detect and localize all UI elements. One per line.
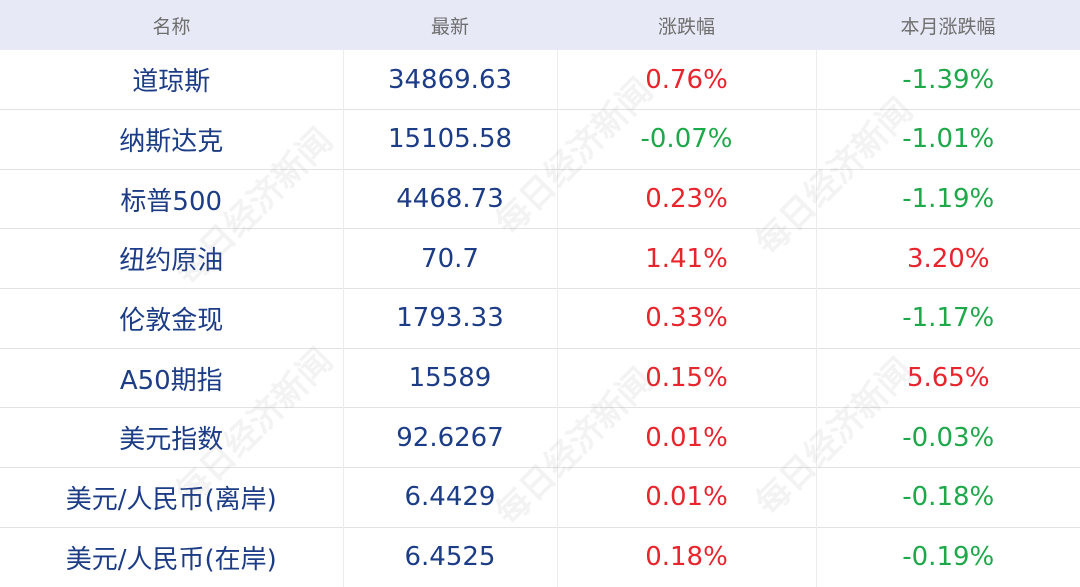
cell-latest: 6.4429: [342, 467, 557, 528]
cell-month-change: -1.01%: [815, 109, 1080, 170]
header-latest: 最新: [430, 15, 469, 38]
cell-change: 0.76%: [556, 50, 816, 110]
cell-latest: 92.6267: [342, 407, 557, 468]
cell-name: A50期指: [0, 347, 343, 408]
table-row: 美元/人民币(在岸) 6.4525 0.18% -0.19%: [0, 526, 1080, 587]
cell-name: 伦敦金现: [0, 288, 343, 349]
cell-name: 标普500: [0, 168, 343, 229]
cell-change: 0.01%: [556, 407, 816, 468]
cell-month-change: -1.39%: [815, 50, 1080, 110]
table-row: 道琼斯 34869.63 0.76% -1.39%: [0, 50, 1080, 110]
cell-latest: 6.4525: [342, 526, 557, 587]
cell-name: 美元指数: [0, 407, 343, 468]
table-row: 纳斯达克 15105.58 -0.07% -1.01%: [0, 109, 1080, 170]
cell-change: 0.01%: [556, 467, 816, 528]
cell-latest: 34869.63: [342, 50, 557, 110]
cell-month-change: 3.20%: [815, 228, 1080, 289]
table-row: 美元指数 92.6267 0.01% -0.03%: [0, 407, 1080, 468]
table-row: A50期指 15589 0.15% 5.65%: [0, 347, 1080, 408]
table-row: 纽约原油 70.7 1.41% 3.20%: [0, 228, 1080, 289]
table-body: 道琼斯 34869.63 0.76% -1.39% 纳斯达克 15105.58 -0.07%…: [0, 50, 1080, 587]
header-change: 涨跌幅: [657, 15, 715, 38]
cell-month-change: -1.17%: [815, 288, 1080, 349]
cell-month-change: -0.18%: [815, 467, 1080, 528]
cell-name: 美元/人民币(在岸): [0, 526, 343, 587]
cell-name: 纳斯达克: [0, 109, 343, 170]
header-month-change: 本月涨跌幅: [900, 15, 996, 38]
cell-change: 0.33%: [556, 288, 816, 349]
cell-month-change: 5.65%: [815, 347, 1080, 408]
cell-latest: 15105.58: [342, 109, 557, 170]
cell-month-change: -0.03%: [815, 407, 1080, 468]
header-name: 名称: [152, 15, 191, 38]
cell-latest: 1793.33: [342, 288, 557, 349]
cell-name: 美元/人民币(离岸): [0, 467, 343, 528]
cell-change: -0.07%: [556, 109, 816, 170]
table-row: 美元/人民币(离岸) 6.4429 0.01% -0.18%: [0, 467, 1080, 528]
cell-change: 0.23%: [556, 168, 816, 229]
table-row: 标普500 4468.73 0.23% -1.19%: [0, 168, 1080, 229]
cell-latest: 15589: [342, 347, 557, 408]
cell-name: 纽约原油: [0, 228, 343, 289]
table-row: 伦敦金现 1793.33 0.33% -1.17%: [0, 288, 1080, 349]
cell-month-change: -0.19%: [815, 526, 1080, 587]
cell-latest: 4468.73: [342, 168, 557, 229]
cell-change: 0.18%: [556, 526, 816, 587]
cell-name: 道琼斯: [132, 67, 211, 98]
header-row: 名称 最新 涨跌幅 本月涨跌幅: [0, 0, 1080, 50]
cell-latest: 70.7: [342, 228, 557, 289]
table-header: 名称 最新 涨跌幅 本月涨跌幅: [0, 0, 1080, 50]
cell-change: 1.41%: [556, 228, 816, 289]
cell-change: 0.15%: [556, 347, 816, 408]
cell-month-change: -1.19%: [815, 168, 1080, 229]
